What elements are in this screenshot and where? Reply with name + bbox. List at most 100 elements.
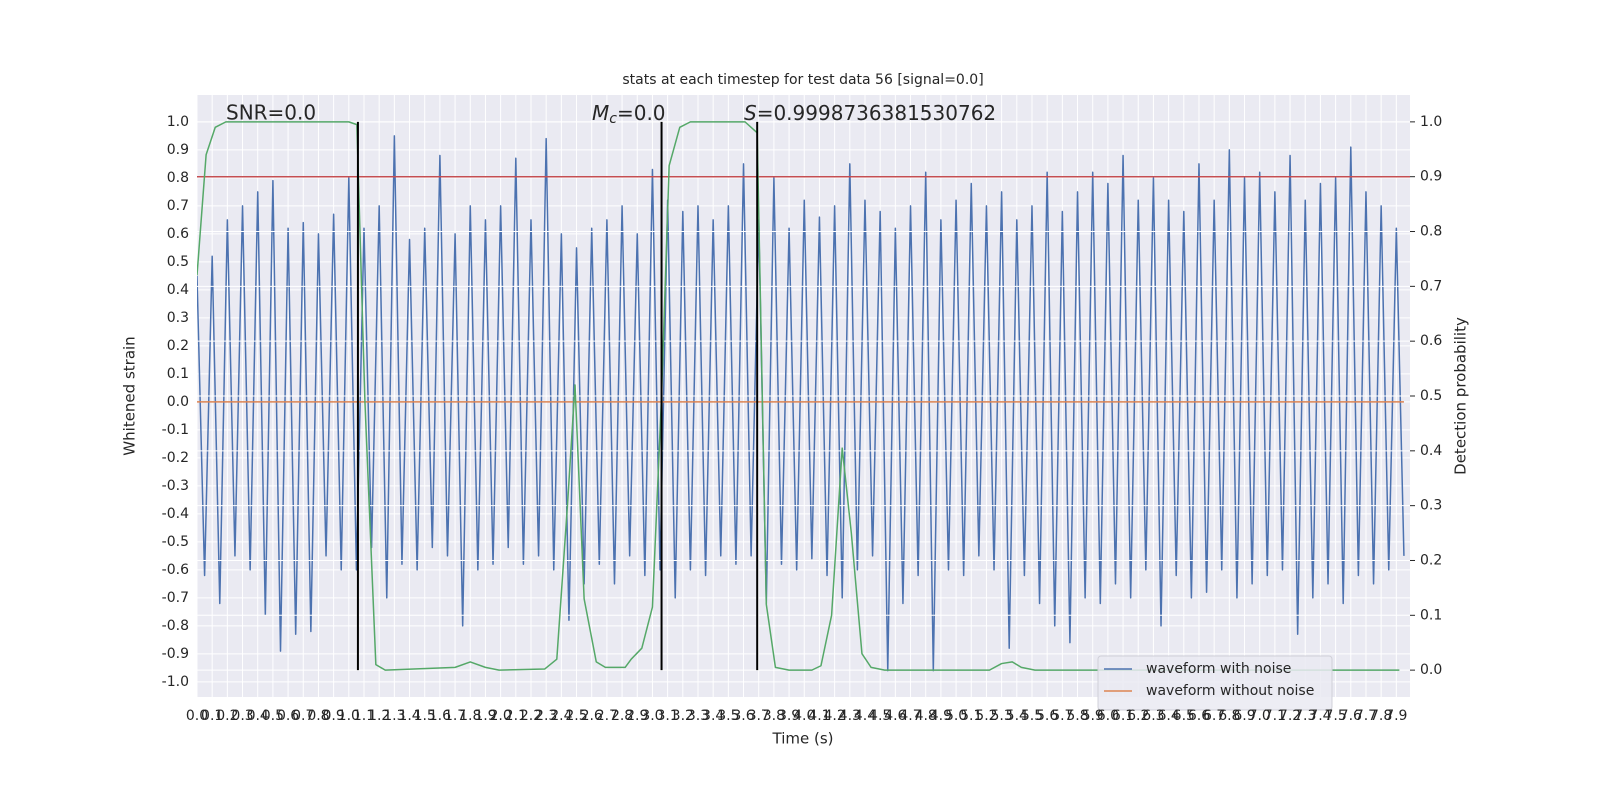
x-tick-label: 6.0 bbox=[1097, 708, 1119, 724]
x-tick-label: 3.9 bbox=[778, 708, 800, 724]
y-tick-label: -0.6 bbox=[162, 562, 189, 578]
y-tick-label: 0.5 bbox=[167, 254, 189, 270]
x-tick-label: 4.9 bbox=[930, 708, 952, 724]
s-annotation: S=0.9998736381530762 bbox=[744, 101, 996, 125]
x-tick-label: 6.5 bbox=[1173, 708, 1195, 724]
x-tick-label: 5.7 bbox=[1051, 708, 1073, 724]
x-tick-label: 1.2 bbox=[368, 708, 390, 724]
x-tick-label: 3.3 bbox=[687, 708, 709, 724]
x-tick-label: 0.5 bbox=[262, 708, 284, 724]
y-tick-label: -1.0 bbox=[162, 674, 189, 690]
y-tick-label: 1.0 bbox=[167, 114, 189, 130]
x-tick-label: 1.8 bbox=[459, 708, 481, 724]
x-tick-label: 4.4 bbox=[854, 708, 876, 724]
x-tick-label: 3.0 bbox=[641, 708, 663, 724]
x-tick-label: 4.3 bbox=[839, 708, 861, 724]
x-tick-label: 4.8 bbox=[915, 708, 937, 724]
x-tick-label: 1.5 bbox=[414, 708, 436, 724]
y2-tick-label: 1.0 bbox=[1420, 114, 1442, 130]
x-tick-label: 0.2 bbox=[216, 708, 238, 724]
x-tick-label: 3.4 bbox=[702, 708, 724, 724]
y2-tick-label: 0.1 bbox=[1420, 607, 1442, 623]
x-axis-label: Time (s) bbox=[772, 730, 834, 748]
x-tick-label: 4.7 bbox=[899, 708, 921, 724]
x-tick-label: 7.2 bbox=[1279, 708, 1301, 724]
legend-box bbox=[1097, 655, 1333, 711]
y2-tick-label: 0.8 bbox=[1420, 224, 1442, 240]
x-tick-label: 3.8 bbox=[763, 708, 785, 724]
y-tick-label: 0.9 bbox=[167, 142, 189, 158]
mc-subscript: c bbox=[609, 111, 617, 127]
x-tick-label: 1.6 bbox=[429, 708, 451, 724]
x-tick-label: 5.8 bbox=[1066, 708, 1088, 724]
legend: waveform with noise waveform without nois… bbox=[1097, 655, 1333, 711]
x-tick-label: 7.4 bbox=[1309, 708, 1331, 724]
x-tick-label: 4.1 bbox=[808, 708, 830, 724]
y2-tick-label: 0.5 bbox=[1420, 388, 1442, 404]
y-tick-label: -0.9 bbox=[162, 646, 189, 662]
x-tick-label: 6.1 bbox=[1112, 708, 1134, 724]
x-tick-label: 0.3 bbox=[231, 708, 253, 724]
series-line bbox=[197, 135, 1405, 672]
x-tick-label: 1.7 bbox=[444, 708, 466, 724]
x-tick-label: 5.4 bbox=[1006, 708, 1028, 724]
x-tick-label: 5.3 bbox=[990, 708, 1012, 724]
y-tick-label: 0.2 bbox=[167, 338, 189, 354]
y-tick-label: 0.7 bbox=[167, 198, 189, 214]
series-line bbox=[197, 121, 1400, 671]
x-tick-label: 4.5 bbox=[869, 708, 891, 724]
legend-label: waveform without noise bbox=[1146, 683, 1314, 699]
y-tick-label: -0.1 bbox=[162, 422, 189, 438]
snr-annotation: SNR=0.0 bbox=[226, 101, 316, 125]
x-tick-label: 5.2 bbox=[975, 708, 997, 724]
x-tick-label: 2.7 bbox=[596, 708, 618, 724]
y-tick-label: -0.7 bbox=[162, 590, 189, 606]
x-tick-label: 4.6 bbox=[884, 708, 906, 724]
mc-symbol: M bbox=[592, 101, 609, 125]
x-tick-label: 7.7 bbox=[1355, 708, 1377, 724]
x-tick-label: 3.2 bbox=[672, 708, 694, 724]
x-tick-label: 7.3 bbox=[1294, 708, 1316, 724]
x-tick-label: 4.0 bbox=[793, 708, 815, 724]
y-tick-label: 0.3 bbox=[167, 310, 189, 326]
x-tick-label: 2.5 bbox=[565, 708, 587, 724]
y2-tick-label: 0.4 bbox=[1420, 443, 1442, 459]
x-tick-label: 0.4 bbox=[247, 708, 269, 724]
s-value: =0.9998736381530762 bbox=[757, 101, 996, 125]
x-tick-label: 0.7 bbox=[292, 708, 314, 724]
y-tick-label: -0.4 bbox=[162, 506, 189, 522]
x-tick-label: 7.6 bbox=[1340, 708, 1362, 724]
y2-tick-label: 0.3 bbox=[1420, 498, 1442, 514]
x-tick-label: 1.3 bbox=[383, 708, 405, 724]
x-tick-label: 5.0 bbox=[945, 708, 967, 724]
x-tick-label: 2.4 bbox=[550, 708, 572, 724]
x-tick-label: 6.8 bbox=[1218, 708, 1240, 724]
x-tick-label: 0.6 bbox=[277, 708, 299, 724]
y-tick-label: -0.8 bbox=[162, 618, 189, 634]
y-tick-label: 0.1 bbox=[167, 366, 189, 382]
x-tick-label: 6.2 bbox=[1127, 708, 1149, 724]
x-tick-label: 6.6 bbox=[1188, 708, 1210, 724]
x-tick-label: 5.5 bbox=[1021, 708, 1043, 724]
x-tick-label: 2.8 bbox=[611, 708, 633, 724]
x-tick-label: 1.0 bbox=[338, 708, 360, 724]
x-tick-label: 5.9 bbox=[1082, 708, 1104, 724]
plot-layer bbox=[197, 121, 1410, 672]
x-tick-label: 2.3 bbox=[535, 708, 557, 724]
x-tick-label: 7.9 bbox=[1385, 708, 1407, 724]
y-tick-label: 0.6 bbox=[167, 226, 189, 242]
x-tick-label: 2.1 bbox=[505, 708, 527, 724]
mc-value: =0.0 bbox=[617, 101, 666, 125]
x-tick-label: 7.8 bbox=[1370, 708, 1392, 724]
x-tick-label: 1.1 bbox=[353, 708, 375, 724]
x-tick-label: 3.7 bbox=[748, 708, 770, 724]
x-tick-label: 6.7 bbox=[1203, 708, 1225, 724]
x-tick-label: 6.4 bbox=[1157, 708, 1179, 724]
y-tick-label: 0.8 bbox=[167, 170, 189, 186]
x-tick-label: 7.5 bbox=[1324, 708, 1346, 724]
y-tick-label: -0.5 bbox=[162, 534, 189, 550]
x-tick-label: 1.4 bbox=[398, 708, 420, 724]
x-tick-label: 6.9 bbox=[1233, 708, 1255, 724]
